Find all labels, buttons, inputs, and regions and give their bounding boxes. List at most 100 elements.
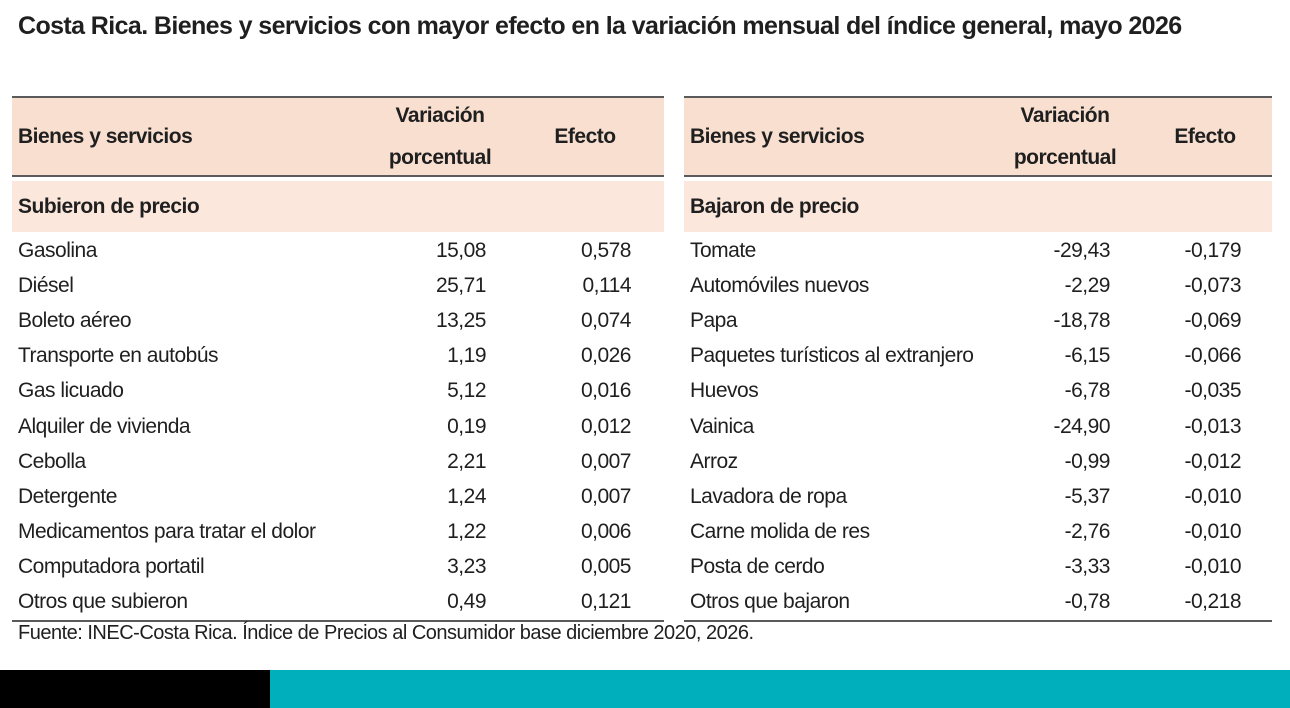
cell-variation: -5,37 [1064,484,1111,508]
table-row: Otros que subieron 0,49 0,121 [12,585,664,620]
header-variation-line1: Variación [395,103,485,127]
cell-name: Medicamentos para tratar el dolor [18,520,316,544]
cell-variation: -29,43 [1053,238,1110,262]
cell-effect: -0,218 [1184,590,1241,614]
cell-name: Vainica [690,414,754,438]
cell-effect: 0,114 [582,273,632,297]
header-percent-variation: Variación porcentual [370,95,510,179]
cell-name: Posta de cerdo [690,555,825,579]
cell-variation: 1,24 [447,484,486,508]
cell-name: Huevos [690,379,759,403]
table-row: Alquiler de vivienda 0,19 0,012 [12,409,664,444]
cell-variation: 0,19 [447,414,486,438]
cell-effect: 0,007 [580,484,632,508]
cell-name: Arroz [690,449,738,473]
table-row: Huevos -6,78 -0,035 [684,374,1272,409]
cell-name: Boleto aéreo [18,308,132,332]
table-row: Cebolla 2,21 0,007 [12,444,664,479]
cell-name: Otros que subieron [18,590,188,614]
cell-effect: 0,012 [580,414,632,438]
cell-name: Alquiler de vivienda [18,414,191,438]
header-variation-line2: porcentual [388,145,492,169]
cell-effect: -0,010 [1184,555,1241,579]
cell-variation: 1,19 [447,344,486,368]
header-goods-services: Bienes y servicios [690,124,865,148]
table-row: Diésel 25,71 0,114 [12,268,664,303]
cell-effect: -0,073 [1184,273,1241,297]
table-row: Gas licuado 5,12 0,016 [12,374,664,409]
cell-name: Carne molida de res [690,520,870,544]
cell-variation: 0,49 [447,590,486,614]
table-row: Posta de cerdo -3,33 -0,010 [684,550,1272,585]
cell-effect: -0,179 [1184,238,1241,262]
table-row: Boleto aéreo 13,25 0,074 [12,303,664,338]
cell-variation: 13,25 [435,308,487,332]
cell-variation: -6,15 [1064,344,1111,368]
footer-black-bar [0,670,270,708]
cell-name: Paquetes turísticos al extranjero [690,344,974,368]
cell-variation: -6,78 [1064,379,1111,403]
cell-variation: 3,23 [447,555,486,579]
table-body: Gasolina 15,08 0,578 Diésel 25,71 0,114 Bole… [12,232,664,620]
cell-effect: 0,074 [580,308,632,332]
price-decrease-table: Bienes y servicios Variación porcentual … [684,95,1272,623]
cell-variation: -18,78 [1053,308,1110,332]
table-header: Bienes y servicios Variación porcentual … [12,98,664,177]
cell-effect: 0,006 [580,520,632,544]
cell-effect: 0,016 [580,379,632,403]
cell-name: Gasolina [18,238,97,262]
cell-variation: 1,22 [447,520,486,544]
page-title: Costa Rica. Bienes y servicios con mayor… [18,12,1182,40]
table-row: Medicamentos para tratar el dolor 1,22 0,0… [12,515,664,550]
table-row: Arroz -0,99 -0,012 [684,444,1272,479]
table-row: Vainica -24,90 -0,013 [684,409,1272,444]
cell-name: Automóviles nuevos [690,273,869,297]
cell-effect: 0,026 [580,344,632,368]
cell-effect: -0,069 [1184,308,1241,332]
cell-effect: -0,035 [1184,379,1241,403]
table-row: Lavadora de ropa -5,37 -0,010 [684,479,1272,514]
cell-name: Detergente [18,484,117,508]
cell-variation: -24,90 [1053,414,1110,438]
header-variation-line1: Variación [1020,103,1110,127]
cell-variation: 2,21 [447,449,486,473]
cell-variation: 15,08 [435,238,487,262]
table-row: Computadora portatil 3,23 0,005 [12,550,664,585]
cell-variation: 5,12 [447,379,486,403]
cell-variation: -3,33 [1064,555,1111,579]
cell-name: Transporte en autobús [18,344,219,368]
source-note: Fuente: INEC-Costa Rica. Índice de Preci… [18,622,754,644]
cell-name: Cebolla [18,449,86,473]
cell-effect: -0,013 [1184,414,1241,438]
price-increase-table: Bienes y servicios Variación porcentual … [12,96,664,623]
cell-effect: -0,010 [1184,484,1241,508]
cell-effect: 0,007 [580,449,632,473]
cell-variation: 25,71 [435,273,487,297]
table-row: Paquetes turísticos al extranjero -6,15 -0… [684,339,1272,374]
table-row: Gasolina 15,08 0,578 [12,233,664,268]
table-row: Tomate -29,43 -0,179 [684,233,1272,268]
cell-name: Lavadora de ropa [690,484,847,508]
cell-name: Gas licuado [18,379,124,403]
cell-variation: -0,99 [1064,449,1111,473]
table-row: Carne molida de res -2,76 -0,010 [684,515,1272,550]
cell-name: Computadora portatil [18,555,205,579]
cell-effect: -0,010 [1184,520,1241,544]
cell-variation: -2,76 [1064,520,1111,544]
table-body: Tomate -29,43 -0,179 Automóviles nuevos -2,… [684,232,1272,620]
cell-name: Otros que bajaron [690,590,850,614]
cell-name: Diésel [18,273,74,297]
section-title: Subieron de precio [12,181,664,232]
table-row: Transporte en autobús 1,19 0,026 [12,339,664,374]
cell-effect: 0,578 [580,238,632,262]
table-row: Detergente 1,24 0,007 [12,479,664,514]
header-goods-services: Bienes y servicios [18,124,193,148]
header-percent-variation: Variación porcentual [990,95,1140,179]
table-row: Automóviles nuevos -2,29 -0,073 [684,268,1272,303]
header-effect: Efecto [554,124,616,148]
cell-effect: 0,121 [580,590,632,614]
header-effect: Efecto [1174,124,1236,148]
footer-teal-bar [270,670,1290,708]
cell-variation: -2,29 [1064,273,1111,297]
section-title: Bajaron de precio [684,181,1272,232]
